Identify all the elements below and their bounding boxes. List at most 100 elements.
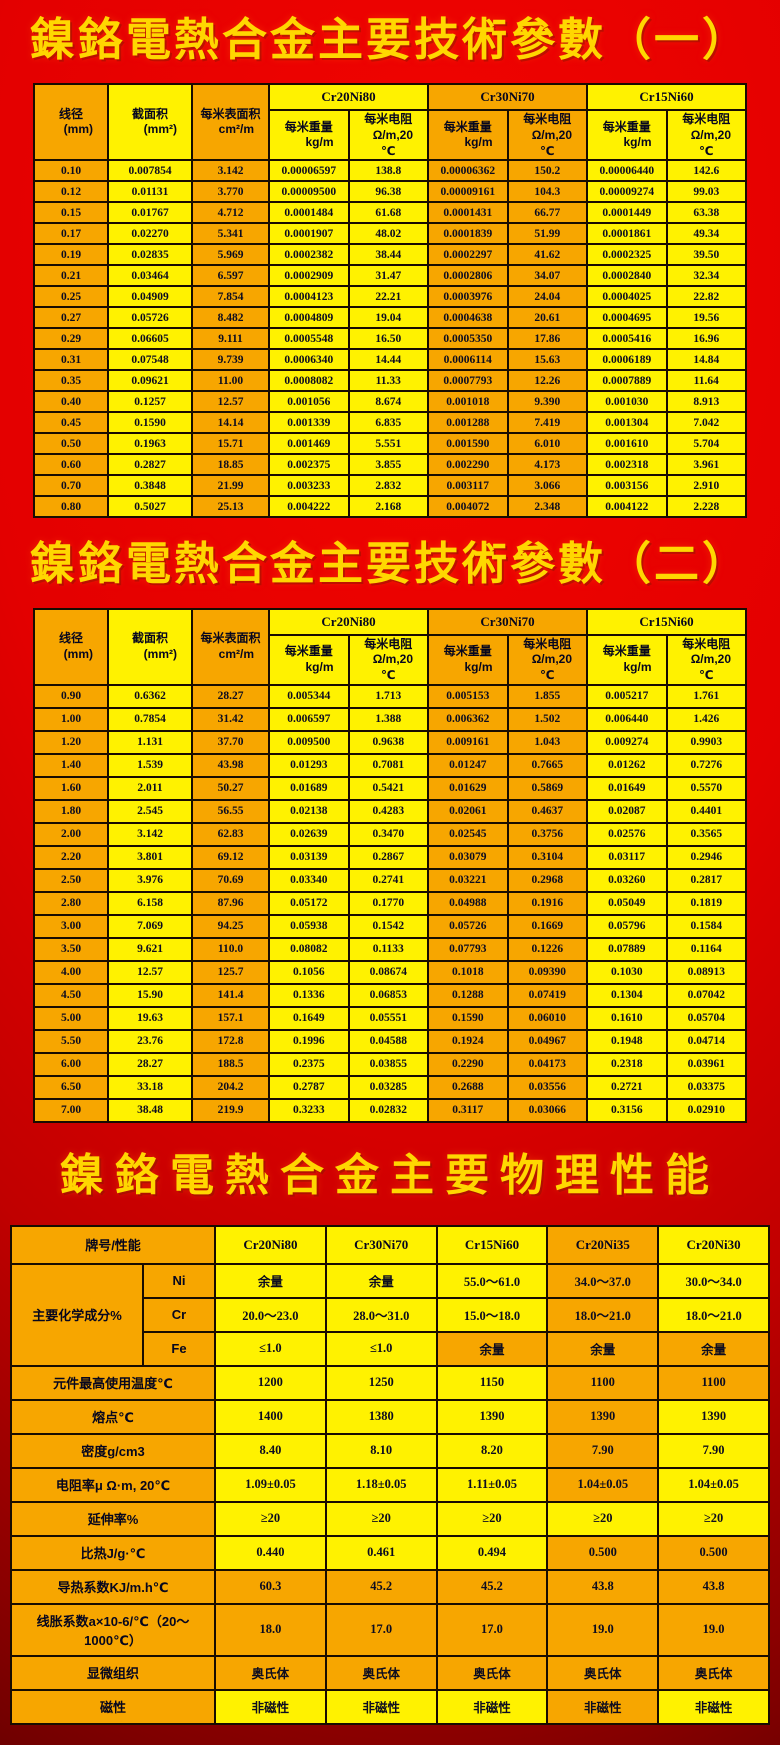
value-cell: 0.0001861: [586, 222, 668, 246]
value-cell: 奥氏体: [435, 1654, 549, 1691]
value-cell: 0.5027: [107, 495, 193, 519]
value-cell: 0.001288: [427, 411, 509, 435]
value-cell: 8.482: [191, 306, 270, 330]
value-cell: 0.4283: [347, 798, 429, 824]
value-cell: 19.63: [107, 1005, 193, 1031]
value-cell: 0.9638: [347, 729, 429, 755]
table-row: 1.80 2.545 56.55 0.02138 0.4283 0.02061 0.4637…: [33, 798, 747, 824]
value-cell: 0.03117: [586, 844, 668, 870]
value-cell: 0.03464: [107, 264, 193, 288]
table-row: 导热系数KJ/m.h℃ 60.3 45.2 45.2 43.8 43.8: [10, 1568, 770, 1605]
value-cell: 0.3470: [347, 821, 429, 847]
value-cell: 0.04588: [347, 1028, 429, 1054]
element-label: Ni: [142, 1262, 216, 1299]
value-cell: 0.1669: [506, 913, 588, 939]
col-header-weight: 每米重量 kg/m: [427, 109, 509, 162]
title-physical: 鎳鉻電熱合金主要物理性能: [60, 1150, 720, 1200]
value-cell: 0.0002909: [268, 264, 350, 288]
property-label: 显微组织: [10, 1654, 216, 1691]
value-cell: 0.07548: [107, 348, 193, 372]
element-label: Fe: [142, 1330, 216, 1367]
diameter-cell: 2.80: [33, 890, 109, 916]
header-row-subcolumns: 每米重量 kg/m 每米电阻 Ω/m,20 ℃ 每米重量 kg/m 每米电阻 Ω…: [34, 633, 747, 686]
value-cell: 19.0: [657, 1602, 770, 1657]
value-cell: 0.3233: [268, 1097, 350, 1123]
value-cell: 0.01629: [427, 775, 509, 801]
value-cell: 25.13: [191, 495, 270, 519]
table-row: 0.70 0.3848 21.99 0.003233 2.832 0.003117 3.06…: [33, 474, 747, 498]
value-cell: 0.0001907: [268, 222, 350, 246]
col-header-resistance: 每米电阻 Ω/m,20 ℃: [347, 633, 429, 686]
value-cell: 15.90: [107, 982, 193, 1008]
value-cell: 142.6: [665, 159, 747, 183]
table-row: 0.21 0.03464 6.597 0.0002909 31.47 0.0002806 3…: [33, 264, 747, 288]
value-cell: 20.0～23.0: [214, 1296, 327, 1333]
value-cell: 0.0001839: [427, 222, 509, 246]
value-cell: 1.09±0.05: [214, 1466, 327, 1503]
value-cell: 0.500: [657, 1534, 770, 1571]
value-cell: 0.3104: [506, 844, 588, 870]
value-cell: 0.01131: [107, 180, 193, 204]
value-cell: 11.64: [665, 369, 747, 393]
value-cell: 0.1924: [427, 1028, 509, 1054]
value-cell: 0.00009500: [268, 180, 350, 204]
value-cell: 0.009500: [268, 729, 350, 755]
value-cell: 0.02639: [268, 821, 350, 847]
value-cell: 0.02061: [427, 798, 509, 824]
value-cell: 138.8: [347, 159, 429, 183]
value-cell: 141.4: [191, 982, 270, 1008]
diameter-cell: 5.50: [33, 1028, 109, 1054]
value-cell: 3.961: [665, 453, 747, 477]
value-cell: 6.158: [107, 890, 193, 916]
value-cell: 余量: [546, 1330, 660, 1367]
value-cell: 69.12: [191, 844, 270, 870]
value-cell: 0.4637: [506, 798, 588, 824]
diameter-cell: 6.50: [33, 1074, 109, 1100]
physical-properties-table: 牌号/性能 Cr20Ni80 Cr30Ni70 Cr15Ni60 Cr20Ni3…: [10, 1224, 770, 1725]
header-row-groups: 线径 (mm) 截面积 (mm²) 每米表面积 cm²/m Cr20Ni80 C…: [33, 607, 747, 686]
value-cell: 0.1056: [268, 959, 350, 985]
value-cell: 43.8: [546, 1568, 660, 1605]
value-cell: 余量: [214, 1262, 327, 1299]
value-cell: 157.1: [191, 1005, 270, 1031]
value-cell: 9.111: [191, 327, 270, 351]
diameter-cell: 0.25: [33, 285, 109, 309]
diameter-cell: 0.31: [33, 348, 109, 372]
value-cell: 0.03139: [268, 844, 350, 870]
diameter-cell: 1.80: [33, 798, 109, 824]
value-cell: 8.913: [665, 390, 747, 414]
col-header-area: 截面积 (mm²): [107, 83, 193, 162]
property-label: 密度g/cm3: [10, 1432, 216, 1469]
value-cell: 2.228: [665, 495, 747, 519]
value-cell: 22.82: [665, 285, 747, 309]
value-cell: 28.27: [107, 1051, 193, 1077]
value-cell: 0.03855: [347, 1051, 429, 1077]
value-cell: 43.8: [657, 1568, 770, 1605]
value-cell: 0.5421: [347, 775, 429, 801]
alloy-header-cr20ni35: Cr20Ni35: [546, 1224, 660, 1265]
value-cell: 0.1770: [347, 890, 429, 916]
col-header-area: 截面积 (mm²): [107, 607, 193, 686]
col-header-resistance: 每米电阻 Ω/m,20 ℃: [665, 633, 747, 686]
value-cell: 0.2817: [665, 867, 747, 893]
diameter-cell: 3.00: [33, 913, 109, 939]
property-label: 延伸率%: [10, 1500, 216, 1537]
value-cell: 0.0004638: [427, 306, 509, 330]
value-cell: 18.0～21.0: [657, 1296, 770, 1333]
value-cell: 0.4401: [665, 798, 747, 824]
value-cell: 56.55: [191, 798, 270, 824]
value-cell: 1150: [435, 1364, 549, 1401]
table-row: 1.60 2.011 50.27 0.01689 0.5421 0.01629 0.5869…: [33, 775, 747, 801]
value-cell: 0.2946: [665, 844, 747, 870]
table-row: 0.60 0.2827 18.85 0.002375 3.855 0.002290 4.17…: [33, 453, 747, 477]
value-cell: 0.02910: [665, 1097, 747, 1123]
col-header-weight: 每米重量 kg/m: [268, 109, 350, 162]
table-row: 0.10 0.007854 3.142 0.00006597 138.8 0.000063…: [33, 159, 747, 183]
area-unit: (mm²): [143, 122, 177, 137]
col-header-weight: 每米重量 kg/m: [586, 109, 668, 162]
value-cell: 0.01767: [107, 201, 193, 225]
value-cell: 28.27: [191, 683, 270, 709]
value-cell: 3.770: [191, 180, 270, 204]
value-cell: 0.06605: [107, 327, 193, 351]
value-cell: 0.03066: [506, 1097, 588, 1123]
